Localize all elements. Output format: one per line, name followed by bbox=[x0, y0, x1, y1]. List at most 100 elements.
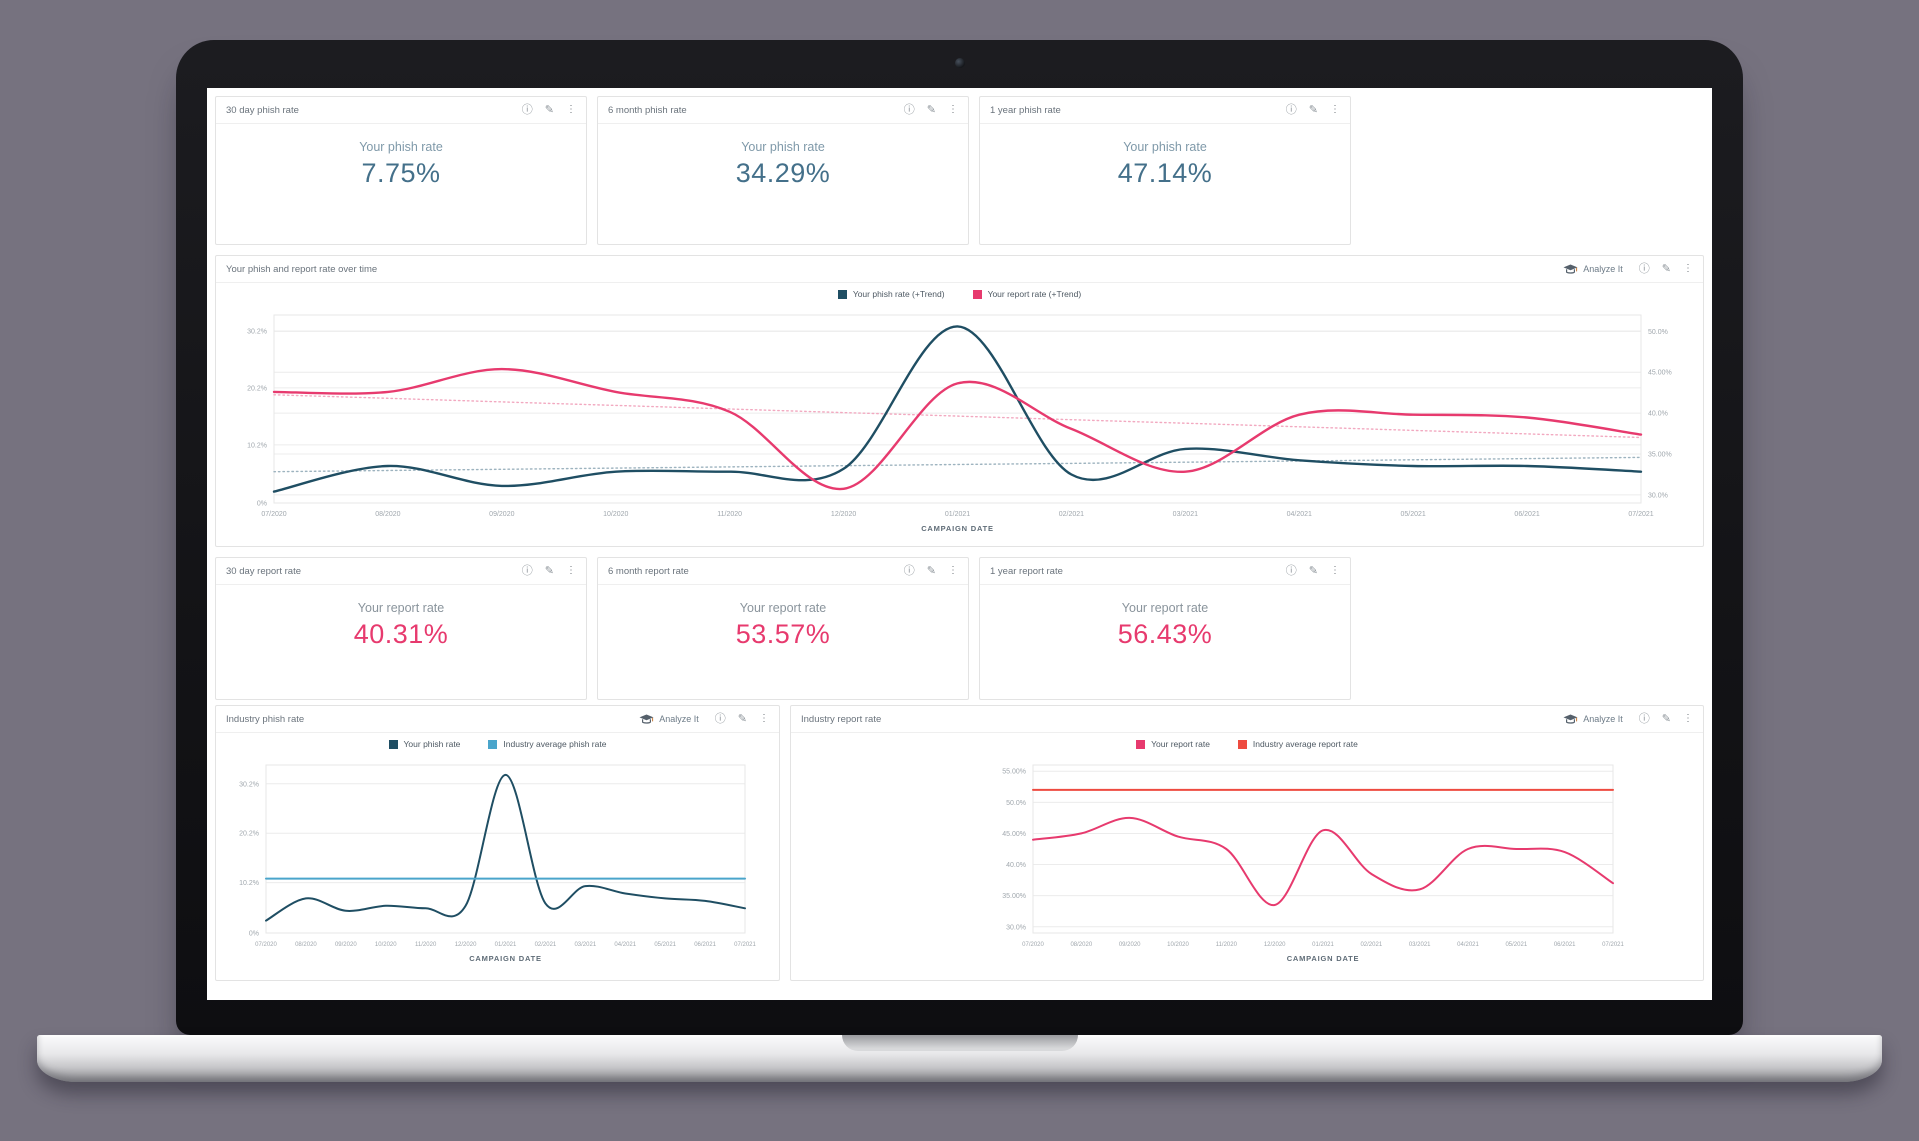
stat-label: Your phish rate bbox=[359, 140, 443, 154]
legend-item-industry-average-report-rate[interactable]: Industry average report rate bbox=[1237, 739, 1358, 749]
kebab-menu-icon[interactable]: ⋮ bbox=[759, 713, 769, 724]
card-header: Industry phish rate Analyze It ⓘ ✎ ⋮ bbox=[216, 706, 779, 733]
stat-body: Your report rate 53.57% bbox=[598, 585, 968, 699]
svg-text:09/2020: 09/2020 bbox=[1119, 942, 1141, 948]
kebab-menu-icon[interactable]: ⋮ bbox=[1330, 104, 1340, 115]
stat-label: Your phish rate bbox=[1123, 140, 1207, 154]
industry-report-rate-card: Industry report rate Analyze It ⓘ ✎ ⋮ bbox=[790, 705, 1704, 981]
info-icon[interactable]: ⓘ bbox=[1285, 564, 1297, 577]
svg-text:06/2021: 06/2021 bbox=[1514, 511, 1539, 518]
svg-text:12/2020: 12/2020 bbox=[831, 511, 856, 518]
industry-report-rate-chart: 30.0% 35.00% 40.0% 45.00% 50.0% 55.00% 07/2020… bbox=[981, 755, 1629, 969]
info-icon[interactable]: ⓘ bbox=[521, 103, 533, 116]
svg-text:09/2020: 09/2020 bbox=[489, 511, 514, 518]
info-icon[interactable]: ⓘ bbox=[714, 712, 726, 725]
edit-icon[interactable]: ✎ bbox=[926, 103, 936, 116]
stat-card-1-year-phish-rate: 1 year phish rate ⓘ ✎ ⋮ Your phish rate … bbox=[979, 96, 1351, 245]
svg-text:30.2%: 30.2% bbox=[239, 781, 259, 788]
legend-item-phish-rate[interactable]: Your phish rate (+Trend) bbox=[837, 289, 945, 299]
legend-item-industry-average-phish-rate[interactable]: Industry average phish rate bbox=[488, 739, 606, 749]
svg-text:05/2021: 05/2021 bbox=[1505, 942, 1527, 948]
chart-legend: Your phish rate (+Trend) Your report rat… bbox=[216, 283, 1703, 305]
laptop-base bbox=[37, 1035, 1882, 1082]
card-header: 30 day phish rate ⓘ ✎ ⋮ bbox=[216, 97, 586, 124]
dashboard: 30 day phish rate ⓘ ✎ ⋮ Your phish rate … bbox=[207, 88, 1712, 1000]
card-controls: Analyze It ⓘ ✎ ⋮ bbox=[1563, 262, 1693, 275]
edit-icon[interactable]: ✎ bbox=[926, 564, 936, 577]
svg-text:05/2021: 05/2021 bbox=[1401, 511, 1426, 518]
info-icon[interactable]: ⓘ bbox=[1638, 262, 1650, 275]
kebab-menu-icon[interactable]: ⋮ bbox=[1330, 565, 1340, 576]
legend-swatch bbox=[1136, 739, 1146, 749]
svg-text:08/2020: 08/2020 bbox=[1070, 942, 1092, 948]
svg-text:35.00%: 35.00% bbox=[1002, 893, 1026, 900]
stat-value: 56.43% bbox=[1117, 619, 1213, 649]
stat-card-30-day-phish-rate: 30 day phish rate ⓘ ✎ ⋮ Your phish rate … bbox=[215, 96, 587, 245]
svg-text:03/2021: 03/2021 bbox=[574, 942, 596, 948]
analyze-it-button[interactable]: Analyze It bbox=[1563, 264, 1623, 275]
svg-text:07/2021: 07/2021 bbox=[1628, 511, 1653, 518]
kebab-menu-icon[interactable]: ⋮ bbox=[1683, 263, 1693, 274]
kebab-menu-icon[interactable]: ⋮ bbox=[1683, 713, 1693, 724]
svg-text:07/2020: 07/2020 bbox=[261, 511, 286, 518]
svg-text:45.00%: 45.00% bbox=[1648, 370, 1672, 377]
edit-icon[interactable]: ✎ bbox=[1308, 564, 1318, 577]
edit-icon[interactable]: ✎ bbox=[544, 103, 554, 116]
stat-label: Your report rate bbox=[739, 601, 827, 615]
legend-swatch bbox=[1237, 739, 1247, 749]
card-title: Your phish and report rate over time bbox=[226, 263, 378, 275]
legend-label: Your phish rate (+Trend) bbox=[852, 289, 945, 299]
card-controls: ⓘ ✎ ⋮ bbox=[1285, 564, 1340, 577]
edit-icon[interactable]: ✎ bbox=[1661, 262, 1671, 275]
card-header: 30 day report rate ⓘ ✎ ⋮ bbox=[216, 558, 586, 585]
svg-text:50.0%: 50.0% bbox=[1648, 329, 1668, 336]
info-icon[interactable]: ⓘ bbox=[521, 564, 533, 577]
analyze-it-button[interactable]: Analyze It bbox=[639, 714, 699, 725]
svg-text:10.2%: 10.2% bbox=[239, 880, 259, 887]
stat-card-6-month-report-rate: 6 month report rate ⓘ ✎ ⋮ Your report ra… bbox=[597, 557, 969, 700]
svg-text:03/2021: 03/2021 bbox=[1409, 942, 1431, 948]
edit-icon[interactable]: ✎ bbox=[737, 712, 747, 725]
analyze-it-label: Analyze It bbox=[659, 714, 699, 724]
legend-item-report-rate[interactable]: Your report rate (+Trend) bbox=[972, 289, 1081, 299]
stat-label: Your report rate bbox=[357, 601, 445, 615]
kebab-menu-icon[interactable]: ⋮ bbox=[566, 565, 576, 576]
legend-item-your-phish-rate[interactable]: Your phish rate bbox=[388, 739, 460, 749]
info-icon[interactable]: ⓘ bbox=[1285, 103, 1297, 116]
svg-text:08/2020: 08/2020 bbox=[295, 942, 317, 948]
svg-text:04/2021: 04/2021 bbox=[1287, 511, 1312, 518]
card-title: 1 year report rate bbox=[990, 565, 1063, 577]
legend-label: Industry average phish rate bbox=[503, 739, 607, 749]
info-icon[interactable]: ⓘ bbox=[903, 564, 915, 577]
card-controls: Analyze It ⓘ ✎ ⋮ bbox=[639, 712, 769, 725]
kebab-menu-icon[interactable]: ⋮ bbox=[948, 104, 958, 115]
kebab-menu-icon[interactable]: ⋮ bbox=[566, 104, 576, 115]
info-icon[interactable]: ⓘ bbox=[1638, 712, 1650, 725]
edit-icon[interactable]: ✎ bbox=[544, 564, 554, 577]
graduation-cap-icon bbox=[1563, 264, 1578, 275]
card-header: 1 year phish rate ⓘ ✎ ⋮ bbox=[980, 97, 1350, 124]
svg-text:09/2020: 09/2020 bbox=[335, 942, 357, 948]
edit-icon[interactable]: ✎ bbox=[1661, 712, 1671, 725]
svg-text:30.2%: 30.2% bbox=[247, 328, 267, 335]
analyze-it-label: Analyze It bbox=[1583, 264, 1623, 274]
svg-text:10/2020: 10/2020 bbox=[603, 511, 628, 518]
svg-text:04/2021: 04/2021 bbox=[614, 942, 636, 948]
svg-text:02/2021: 02/2021 bbox=[1059, 511, 1084, 518]
kebab-menu-icon[interactable]: ⋮ bbox=[948, 565, 958, 576]
report-stats-row: 30 day report rate ⓘ ✎ ⋮ Your report rat… bbox=[215, 557, 1704, 700]
svg-text:02/2021: 02/2021 bbox=[1360, 942, 1382, 948]
svg-text:45.00%: 45.00% bbox=[1002, 831, 1026, 838]
svg-text:07/2021: 07/2021 bbox=[734, 942, 756, 948]
analyze-it-button[interactable]: Analyze It bbox=[1563, 714, 1623, 725]
info-icon[interactable]: ⓘ bbox=[903, 103, 915, 116]
svg-text:06/2021: 06/2021 bbox=[694, 942, 716, 948]
analyze-it-label: Analyze It bbox=[1583, 714, 1623, 724]
svg-text:01/2021: 01/2021 bbox=[945, 511, 970, 518]
card-header: Industry report rate Analyze It ⓘ ✎ ⋮ bbox=[791, 706, 1703, 733]
svg-text:55.00%: 55.00% bbox=[1002, 769, 1026, 776]
stat-value: 40.31% bbox=[353, 619, 449, 649]
webcam-icon bbox=[954, 58, 965, 68]
legend-item-your-report-rate[interactable]: Your report rate bbox=[1136, 739, 1210, 749]
edit-icon[interactable]: ✎ bbox=[1308, 103, 1318, 116]
